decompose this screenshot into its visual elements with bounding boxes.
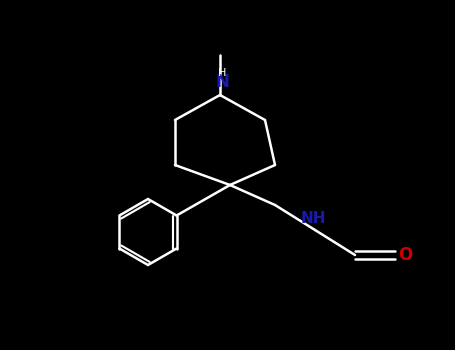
Text: NH: NH <box>300 211 326 226</box>
Text: N: N <box>215 73 229 91</box>
Text: O: O <box>398 246 412 264</box>
Text: H: H <box>218 68 226 78</box>
